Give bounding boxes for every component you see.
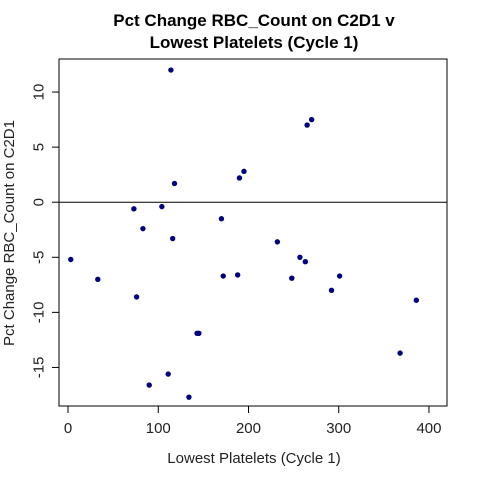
data-point (169, 235, 176, 242)
data-point (234, 272, 241, 278)
y-axis: -15 -10 -5 0 5 10 (31, 84, 60, 379)
data-point (297, 254, 303, 260)
x-tick-label: 0 (64, 420, 72, 437)
data-point (168, 67, 174, 73)
x-tick-label: 200 (236, 420, 261, 437)
data-point (68, 256, 74, 263)
data-point (336, 273, 343, 279)
x-tick-label: 400 (416, 420, 441, 437)
data-point (397, 350, 403, 356)
data-point (171, 180, 178, 187)
data-point (413, 297, 420, 303)
data-point (302, 258, 309, 265)
data-point (220, 273, 226, 279)
x-tick-label: 100 (146, 420, 171, 437)
data-point (146, 382, 152, 388)
data-point (95, 276, 101, 283)
x-axis: 0 100 200 300 400 (64, 405, 441, 437)
data-point (274, 239, 281, 245)
y-tick-label: -10 (31, 302, 48, 324)
data-point (304, 122, 310, 128)
data-point (140, 225, 146, 232)
y-tick-label: -15 (31, 357, 48, 379)
y-tick-label: 5 (31, 143, 48, 151)
data-point (289, 275, 295, 281)
data-point (131, 206, 137, 212)
data-point (133, 294, 140, 300)
data-point (159, 203, 165, 210)
chart-title-line-1: Pct Change RBC_Count on C2D1 v (113, 11, 395, 30)
y-tick-label: 10 (31, 84, 48, 101)
data-point (186, 394, 192, 400)
chart-title-line-2: Lowest Platelets (Cycle 1) (150, 33, 359, 52)
y-axis-label: Pct Change RBC_Count on C2D1 (1, 120, 18, 346)
data-point (196, 330, 202, 336)
data-point (165, 371, 171, 377)
plot-frame (58, 58, 448, 407)
data-points (68, 67, 420, 400)
data-point (218, 216, 225, 222)
data-point (241, 168, 247, 175)
x-axis-label: Lowest Platelets (Cycle 1) (167, 450, 340, 467)
y-tick-label: -5 (31, 251, 48, 264)
data-point (236, 175, 243, 181)
y-tick-label: 0 (31, 198, 48, 206)
data-point (308, 116, 315, 123)
data-point (328, 287, 335, 294)
x-tick-label: 300 (326, 420, 351, 437)
